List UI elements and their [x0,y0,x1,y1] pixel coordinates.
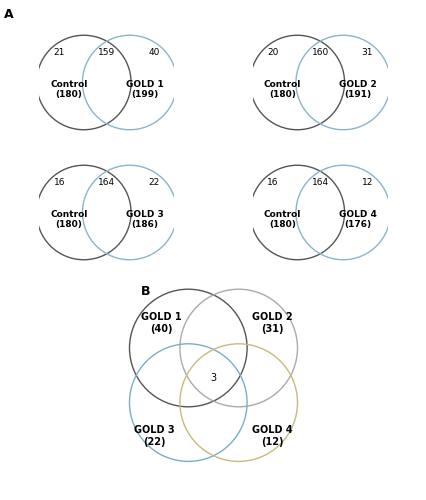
Text: 159: 159 [98,48,115,58]
Text: B: B [141,285,150,298]
Text: 164: 164 [311,178,328,188]
Text: Control
(180): Control (180) [50,80,87,99]
Text: 12: 12 [361,178,372,188]
Text: GOLD 1
(199): GOLD 1 (199) [125,80,163,99]
Text: 164: 164 [98,178,115,188]
Text: GOLD 3
(22): GOLD 3 (22) [134,426,175,447]
Text: 20: 20 [267,48,278,58]
Text: 160: 160 [311,48,328,58]
Text: 22: 22 [148,178,159,188]
Text: Control
(180): Control (180) [263,210,300,229]
Text: GOLD 1
(40): GOLD 1 (40) [140,312,181,334]
Text: GOLD 4
(176): GOLD 4 (176) [338,210,376,229]
Text: GOLD 2
(191): GOLD 2 (191) [338,80,376,99]
Text: 21: 21 [54,48,65,58]
Text: 16: 16 [54,178,65,188]
Text: Control
(180): Control (180) [50,210,87,229]
Text: GOLD 3
(186): GOLD 3 (186) [125,210,163,229]
Text: GOLD 4
(12): GOLD 4 (12) [251,426,292,447]
Text: Control
(180): Control (180) [263,80,300,99]
Text: 31: 31 [361,48,372,58]
Text: 3: 3 [210,374,216,384]
Text: 16: 16 [267,178,278,188]
Text: GOLD 2
(31): GOLD 2 (31) [251,312,292,334]
Text: A: A [4,8,14,20]
Text: 40: 40 [148,48,159,58]
